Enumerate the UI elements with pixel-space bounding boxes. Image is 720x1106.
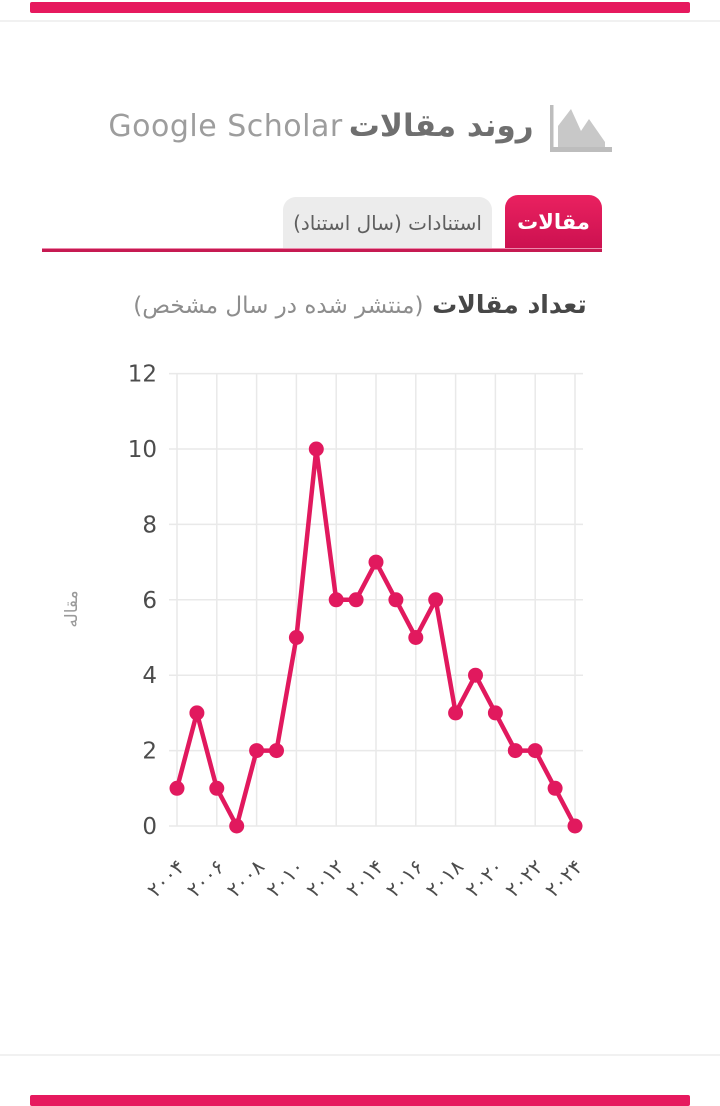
data-point — [388, 592, 404, 608]
x-tick-label: ۲۰۱۴ — [341, 855, 388, 902]
data-point — [249, 743, 265, 759]
top-divider — [0, 20, 720, 22]
y-tick-label: 8 — [142, 512, 157, 538]
x-tick-label: ۲۰۲۴ — [540, 855, 587, 902]
data-point — [507, 743, 523, 759]
data-point — [169, 780, 185, 796]
data-point — [567, 818, 583, 834]
y-tick-label: 0 — [142, 814, 157, 840]
chart-title: تعداد مقالات (منتشر شده در سال مشخص) — [0, 290, 720, 319]
x-tick-label: ۲۰۱۶ — [381, 855, 428, 902]
data-point — [487, 705, 503, 721]
data-point — [448, 705, 464, 721]
y-axis-label: مقاله — [62, 590, 82, 627]
x-tick-label: ۲۰۱۸ — [421, 854, 469, 902]
data-point — [468, 667, 483, 683]
tab-articles[interactable]: مقالات — [505, 195, 602, 248]
y-tick-label: 4 — [142, 663, 157, 689]
bottom-divider — [0, 1054, 720, 1056]
data-point — [288, 630, 304, 645]
active-tab-underline — [42, 248, 602, 252]
x-tick-label: ۲۰۰۴ — [142, 855, 189, 902]
header: Google Scholar روند مقالات — [0, 94, 720, 158]
y-tick-label: 6 — [142, 588, 157, 614]
x-tick-label: ۲۰۱۰ — [262, 855, 309, 902]
x-tick-label: ۲۰۱۲ — [301, 855, 348, 902]
data-point — [428, 592, 444, 608]
tab-articles-label: مقالات — [517, 209, 590, 234]
y-tick-label: 12 — [128, 362, 157, 388]
data-point — [328, 592, 344, 608]
bottom-accent-bar — [30, 1095, 690, 1106]
data-point — [368, 554, 384, 570]
data-point — [209, 780, 225, 796]
x-tick-label: ۲۰۰۶ — [182, 855, 229, 902]
data-point — [229, 818, 245, 834]
google-scholar-brand: Google Scholar — [108, 108, 343, 144]
data-point — [269, 743, 284, 759]
data-point — [527, 743, 543, 759]
data-point — [308, 441, 324, 457]
data-point — [408, 630, 424, 645]
x-tick-label: ۲۰۰۸ — [222, 854, 270, 902]
data-point — [348, 592, 364, 608]
chart-title-main: تعداد مقالات — [432, 290, 587, 319]
x-tick-label: ۲۰۲۲ — [500, 855, 547, 902]
chart-title-sub: (منتشر شده در سال مشخص) — [133, 293, 424, 319]
x-tick-label: ۲۰۲۰ — [461, 855, 508, 902]
tab-citations[interactable]: استنادات (سال استناد) — [283, 197, 492, 248]
trend-line — [174, 446, 578, 829]
page-title: روند مقالات — [348, 108, 534, 144]
y-tick-label: 10 — [128, 437, 157, 463]
top-accent-bar — [30, 2, 690, 13]
data-point — [547, 780, 563, 796]
y-tick-label: 2 — [142, 739, 157, 765]
area-chart-icon — [549, 99, 612, 153]
data-point — [189, 705, 205, 721]
tab-citations-label: استنادات (سال استناد) — [293, 210, 482, 235]
